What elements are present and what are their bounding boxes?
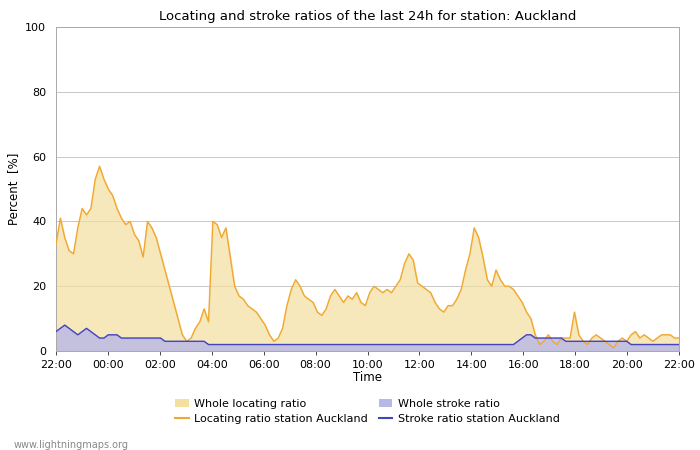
Text: www.lightningmaps.org: www.lightningmaps.org xyxy=(14,440,129,450)
Y-axis label: Percent  [%]: Percent [%] xyxy=(7,153,20,225)
Title: Locating and stroke ratios of the last 24h for station: Auckland: Locating and stroke ratios of the last 2… xyxy=(159,10,576,23)
X-axis label: Time: Time xyxy=(353,371,382,384)
Legend: Whole locating ratio, Locating ratio station Auckland, Whole stroke ratio, Strok: Whole locating ratio, Locating ratio sta… xyxy=(175,399,560,424)
